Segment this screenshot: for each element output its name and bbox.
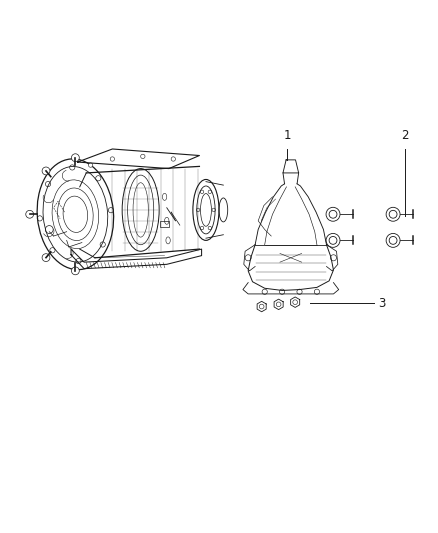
Circle shape	[88, 163, 93, 167]
Bar	[160, 221, 169, 228]
Circle shape	[171, 157, 176, 161]
Text: 2: 2	[402, 130, 409, 142]
Text: 3: 3	[378, 297, 385, 310]
Circle shape	[26, 211, 34, 218]
Circle shape	[71, 154, 79, 161]
Circle shape	[71, 267, 79, 275]
Text: 1: 1	[283, 130, 291, 142]
Circle shape	[42, 167, 50, 175]
Circle shape	[141, 154, 145, 158]
Circle shape	[110, 157, 115, 161]
Circle shape	[42, 254, 50, 262]
